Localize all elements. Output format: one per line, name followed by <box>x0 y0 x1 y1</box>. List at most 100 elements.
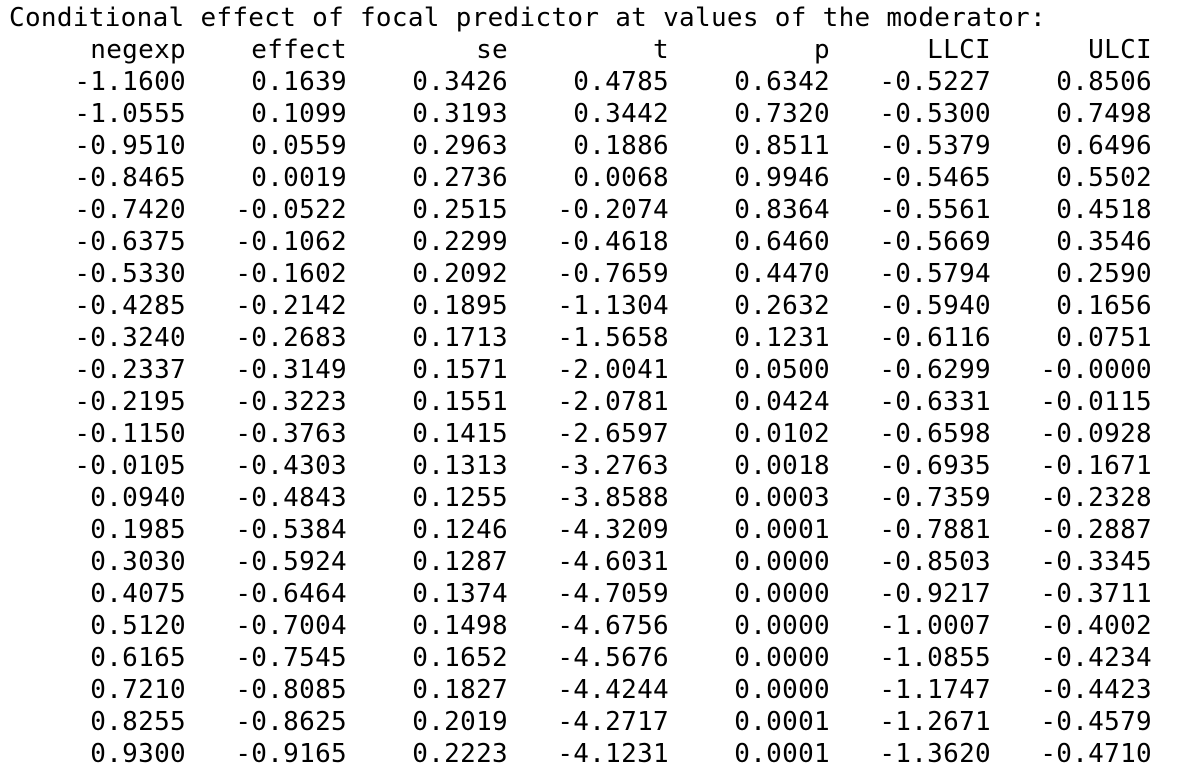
cell-t: -2.6597 <box>557 419 669 449</box>
table-row: -1.0555 0.1099 0.3193 0.3442 0.7320 -0.5300 0.… <box>0 98 1152 130</box>
cell-ulci: 0.0751 <box>1056 323 1152 353</box>
cell-llci: -0.5669 <box>879 227 991 257</box>
cell-effect: 0.0019 <box>251 163 347 193</box>
cell-p: 0.1231 <box>734 323 830 353</box>
cell-llci: -0.6935 <box>879 451 991 481</box>
cell-t: -0.7659 <box>557 259 669 289</box>
cell-llci: -0.8503 <box>879 547 991 577</box>
column-header-t: t <box>653 35 669 65</box>
cell-se: 0.1713 <box>412 323 508 353</box>
table-row: 0.9300 -0.9165 0.2223 -4.1231 0.0001 -1.3620 -… <box>0 738 1152 770</box>
cell-llci: -0.9217 <box>879 579 991 609</box>
table-row: -0.2195 -0.3223 0.1551 -2.0781 0.0424 -0.6331… <box>0 386 1152 418</box>
cell-llci: -0.6331 <box>879 387 991 417</box>
cell-se: 0.3193 <box>412 99 508 129</box>
cell-ulci: -0.0115 <box>1040 387 1152 417</box>
cell-se: 0.2736 <box>412 163 508 193</box>
cell-llci: -0.6299 <box>879 355 991 385</box>
cell-ulci: 0.7498 <box>1056 99 1152 129</box>
cell-ulci: -0.2328 <box>1040 483 1152 513</box>
cell-t: 0.3442 <box>573 99 669 129</box>
table-row: -1.1600 0.1639 0.3426 0.4785 0.6342 -0.5227 0.… <box>0 66 1152 98</box>
cell-ulci: -0.2887 <box>1040 515 1152 545</box>
cell-negexp: 0.9300 <box>90 739 186 769</box>
cell-ulci: -0.0928 <box>1040 419 1152 449</box>
cell-se: 0.2963 <box>412 131 508 161</box>
cell-p: 0.0500 <box>734 355 830 385</box>
cell-ulci: 0.2590 <box>1056 259 1152 289</box>
cell-llci: -1.0007 <box>879 611 991 641</box>
cell-ulci: 0.3546 <box>1056 227 1152 257</box>
cell-negexp: 0.1985 <box>90 515 186 545</box>
conditional-effects-table: negexp effect se t p LLCI ULCI -1.1600 0.… <box>0 34 1152 770</box>
cell-se: 0.1374 <box>412 579 508 609</box>
cell-p: 0.0000 <box>734 643 830 673</box>
cell-effect: -0.3149 <box>235 355 347 385</box>
column-header-ulci: ULCI <box>1088 35 1152 65</box>
cell-effect: 0.1639 <box>251 67 347 97</box>
table-row: 0.4075 -0.6464 0.1374 -4.7059 0.0000 -0.9217 -… <box>0 578 1152 610</box>
cell-effect: -0.4303 <box>235 451 347 481</box>
cell-ulci: -0.4423 <box>1040 675 1152 705</box>
cell-negexp: -0.4285 <box>74 291 186 321</box>
cell-se: 0.1313 <box>412 451 508 481</box>
cell-llci: -0.5465 <box>879 163 991 193</box>
table-row: -0.8465 0.0019 0.2736 0.0068 0.9946 -0.5465 0.… <box>0 162 1152 194</box>
cell-t: -2.0041 <box>557 355 669 385</box>
output-title: Conditional effect of focal predictor at… <box>9 3 1046 33</box>
table-row: 0.7210 -0.8085 0.1827 -4.4244 0.0000 -1.1747 -… <box>0 674 1152 706</box>
cell-t: -4.6031 <box>557 547 669 577</box>
cell-p: 0.0001 <box>734 515 830 545</box>
cell-p: 0.6342 <box>734 67 830 97</box>
cell-llci: -0.5940 <box>879 291 991 321</box>
cell-t: -4.2717 <box>557 707 669 737</box>
cell-effect: -0.2142 <box>235 291 347 321</box>
table-row: -0.5330 -0.1602 0.2092 -0.7659 0.4470 -0.5794… <box>0 258 1152 290</box>
table-body: -1.1600 0.1639 0.3426 0.4785 0.6342 -0.5227 0.… <box>0 66 1152 770</box>
cell-effect: -0.7545 <box>235 643 347 673</box>
cell-negexp: -0.6375 <box>74 227 186 257</box>
cell-llci: -0.5300 <box>879 99 991 129</box>
cell-se: 0.1287 <box>412 547 508 577</box>
cell-t: -4.5676 <box>557 643 669 673</box>
cell-llci: -0.6598 <box>879 419 991 449</box>
cell-p: 0.2632 <box>734 291 830 321</box>
cell-llci: -1.3620 <box>879 739 991 769</box>
cell-negexp: -0.2195 <box>74 387 186 417</box>
cell-ulci: 0.6496 <box>1056 131 1152 161</box>
table-row: 0.3030 -0.5924 0.1287 -4.6031 0.0000 -0.8503 -… <box>0 546 1152 578</box>
cell-negexp: 0.4075 <box>90 579 186 609</box>
table-row: -0.7420 -0.0522 0.2515 -0.2074 0.8364 -0.5561… <box>0 194 1152 226</box>
cell-llci: -0.7881 <box>879 515 991 545</box>
cell-ulci: -0.3711 <box>1040 579 1152 609</box>
cell-negexp: -0.2337 <box>74 355 186 385</box>
cell-p: 0.9946 <box>734 163 830 193</box>
cell-t: -0.4618 <box>557 227 669 257</box>
cell-p: 0.0001 <box>734 707 830 737</box>
cell-negexp: -0.0105 <box>74 451 186 481</box>
cell-negexp: 0.6165 <box>90 643 186 673</box>
cell-effect: -0.1602 <box>235 259 347 289</box>
cell-p: 0.0000 <box>734 675 830 705</box>
cell-negexp: 0.0940 <box>90 483 186 513</box>
cell-negexp: -0.7420 <box>74 195 186 225</box>
cell-t: -4.4244 <box>557 675 669 705</box>
table-row: 0.5120 -0.7004 0.1498 -4.6756 0.0000 -1.0007 -… <box>0 610 1152 642</box>
cell-ulci: 0.5502 <box>1056 163 1152 193</box>
cell-ulci: -0.4579 <box>1040 707 1152 737</box>
table-row: -0.2337 -0.3149 0.1571 -2.0041 0.0500 -0.6299… <box>0 354 1152 386</box>
cell-p: 0.0003 <box>734 483 830 513</box>
cell-negexp: 0.8255 <box>90 707 186 737</box>
cell-t: -1.5658 <box>557 323 669 353</box>
cell-effect: -0.8625 <box>235 707 347 737</box>
cell-ulci: -0.4234 <box>1040 643 1152 673</box>
cell-effect: -0.9165 <box>235 739 347 769</box>
column-header-effect: effect <box>251 35 347 65</box>
cell-se: 0.2223 <box>412 739 508 769</box>
cell-p: 0.0000 <box>734 547 830 577</box>
cell-llci: -0.5794 <box>879 259 991 289</box>
cell-llci: -0.6116 <box>879 323 991 353</box>
cell-negexp: 0.3030 <box>90 547 186 577</box>
cell-p: 0.6460 <box>734 227 830 257</box>
